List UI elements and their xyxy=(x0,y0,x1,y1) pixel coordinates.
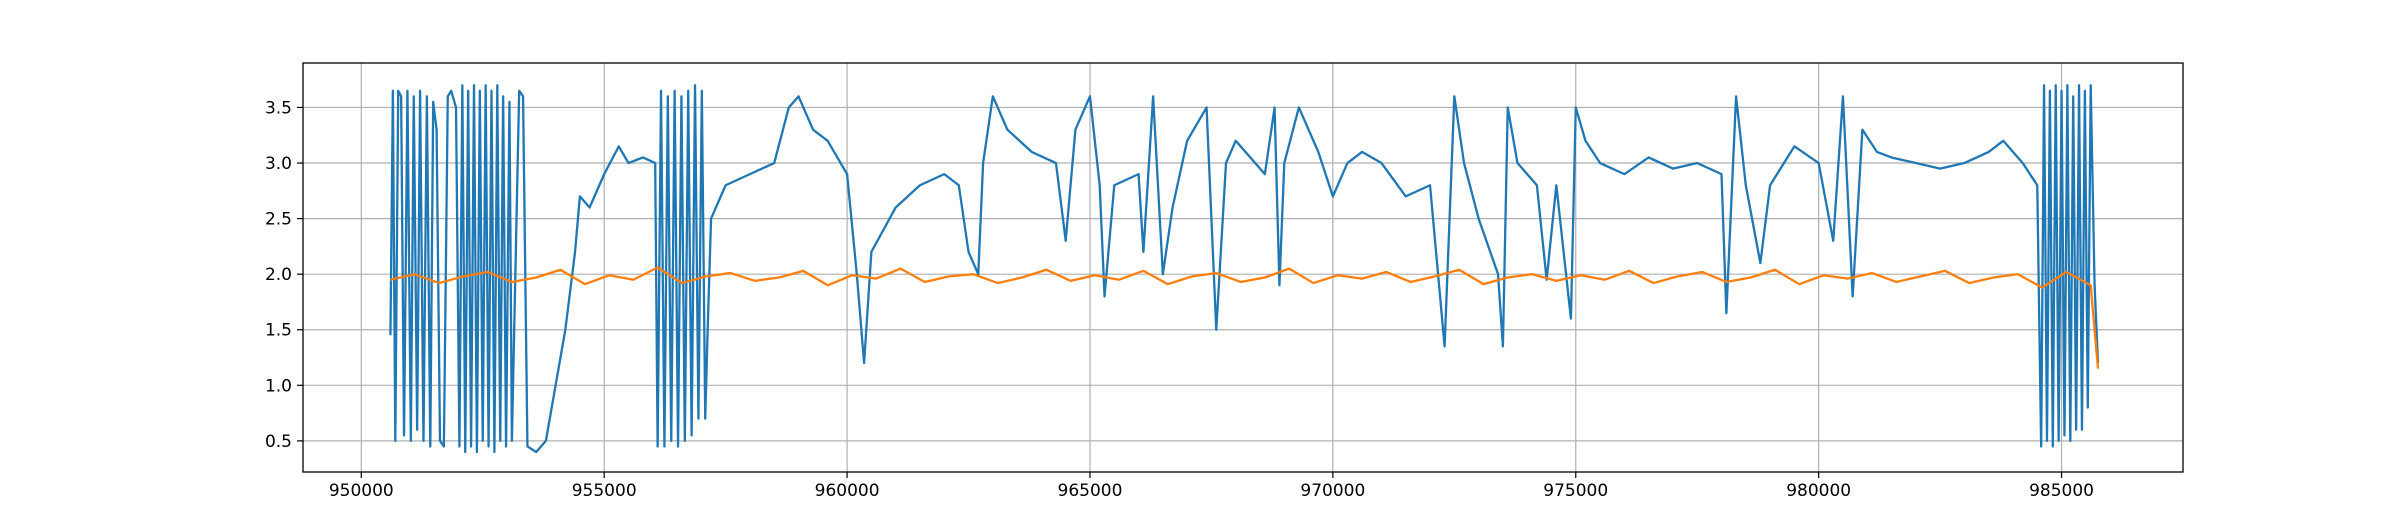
line-series xyxy=(389,84,2100,454)
x-tick-label: 980000 xyxy=(1786,481,1851,501)
x-tick-label: 955000 xyxy=(572,481,637,501)
y-tick-label: 1.0 xyxy=(265,376,292,396)
x-tick-label: 970000 xyxy=(1300,481,1365,501)
x-tick-label: 975000 xyxy=(1543,481,1608,501)
y-tick-label: 0.5 xyxy=(265,432,292,452)
x-tick-label: 950000 xyxy=(329,481,394,501)
y-tick-label: 3.5 xyxy=(265,98,292,118)
y-tick-label: 2.0 xyxy=(265,265,292,285)
x-tick-label: 960000 xyxy=(815,481,880,501)
plot-area xyxy=(389,84,2100,454)
line-series xyxy=(390,266,2100,369)
x-tick-label: 985000 xyxy=(2029,481,2094,501)
y-tick-label: 1.5 xyxy=(265,321,292,341)
y-tick-label: 3.0 xyxy=(265,154,292,174)
y-tick-label: 2.5 xyxy=(265,210,292,230)
ticks: 950000 955000 960000 965000 970000 975000 9800… xyxy=(265,98,2094,501)
axes-frame xyxy=(302,62,2184,473)
x-tick-label: 965000 xyxy=(1058,481,1123,501)
